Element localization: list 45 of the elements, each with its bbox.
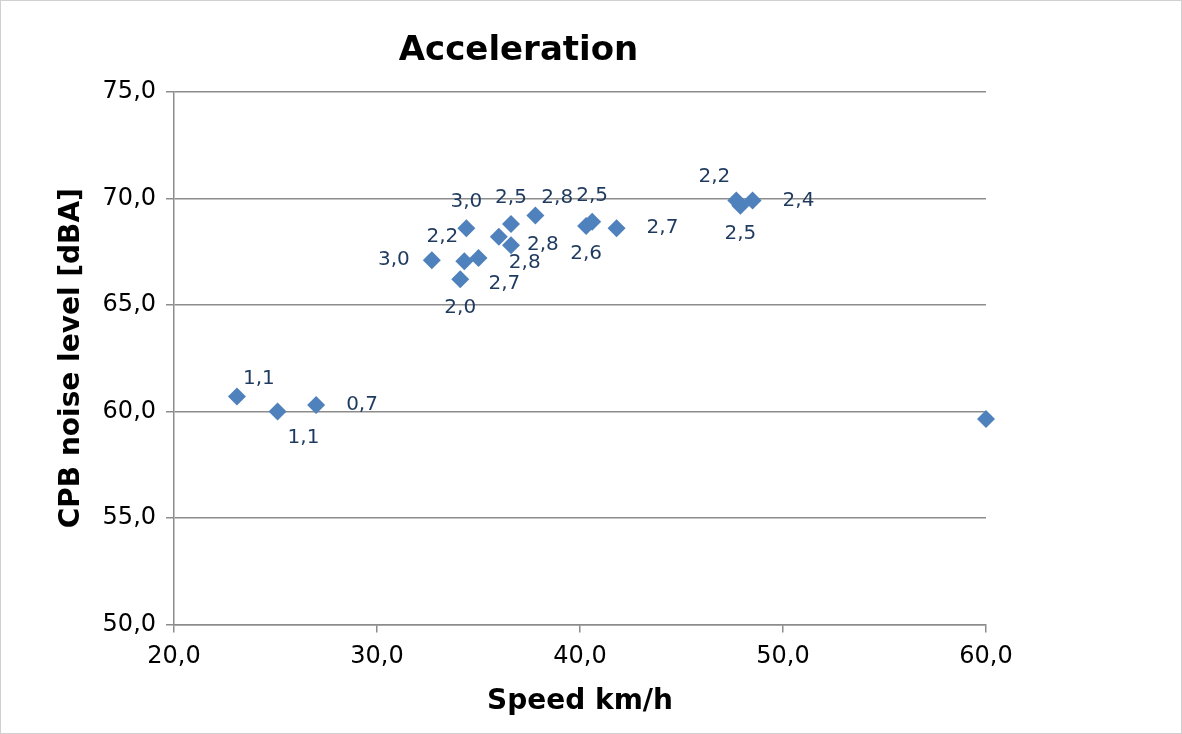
annotation: 2,2 <box>426 223 459 248</box>
y-tick-label: 60,0 <box>102 395 157 424</box>
point <box>977 409 995 428</box>
annotation: 2,7 <box>488 270 521 295</box>
x-tick-label: 40,0 <box>553 641 607 670</box>
point <box>526 206 545 225</box>
x-tick-label: 50,0 <box>756 641 810 670</box>
point <box>451 270 470 289</box>
point <box>489 227 508 246</box>
point <box>422 251 441 270</box>
point <box>457 219 476 238</box>
annotation: 0,7 <box>346 391 378 416</box>
y-tick-label: 55,0 <box>102 502 157 531</box>
y-tick-label: 70,0 <box>102 182 157 211</box>
annotation: 1,1 <box>287 423 320 448</box>
annotation: 2,2 <box>698 162 731 187</box>
point <box>469 249 488 268</box>
annotation: 2,5 <box>724 220 757 245</box>
annotation: 2,5 <box>495 184 527 209</box>
point <box>307 396 326 415</box>
point <box>502 214 520 233</box>
annotation: 2,5 <box>576 182 609 207</box>
x-tick-label: 20,0 <box>147 641 201 670</box>
x-tick-label: 60,0 <box>959 641 1013 670</box>
point <box>268 402 287 421</box>
annotation: 2,4 <box>782 186 815 211</box>
y-tick-label: 65,0 <box>102 289 157 318</box>
point <box>502 236 520 255</box>
annotation: 3,0 <box>450 188 483 213</box>
point <box>227 387 246 406</box>
x-axis-title: Speed km/h <box>487 683 673 717</box>
chart-title: Acceleration <box>398 28 639 69</box>
y-tick-label: 50,0 <box>102 608 157 637</box>
x-tick-label: 30,0 <box>350 641 404 670</box>
point <box>743 191 762 210</box>
annotation: 2,0 <box>444 293 477 318</box>
annotation: 2,8 <box>541 183 574 208</box>
y-axis-title: CPB noise level [dBA] <box>53 188 87 529</box>
annotation: 2,6 <box>570 240 603 265</box>
annotation: 2,7 <box>646 214 679 239</box>
point <box>607 219 626 238</box>
annotation: 3,0 <box>378 246 410 271</box>
point <box>455 252 474 271</box>
y-tick-label: 75,0 <box>102 76 157 105</box>
annotation: 1,1 <box>242 364 275 389</box>
